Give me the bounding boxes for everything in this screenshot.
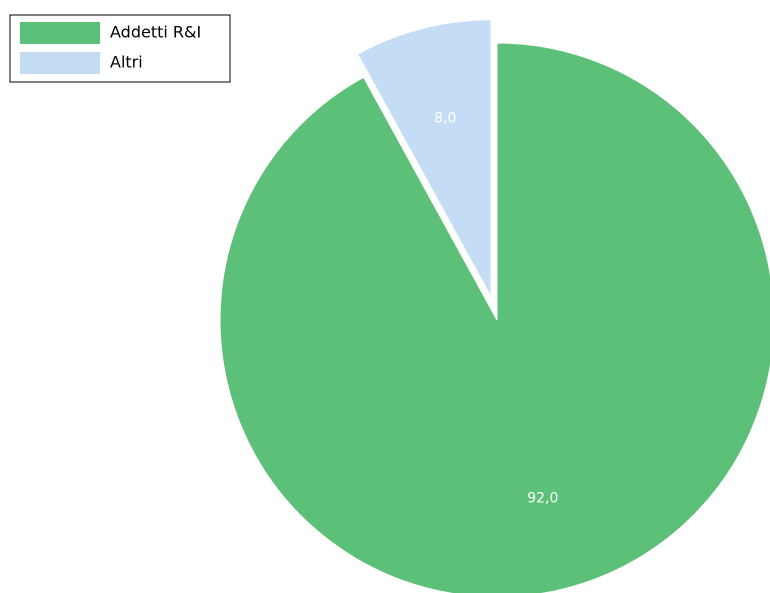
pie-slice bbox=[219, 42, 770, 593]
data-label: 8,0 bbox=[434, 110, 456, 126]
legend: Addetti R&I Altri bbox=[20, 22, 201, 74]
legend-label: Altri bbox=[110, 53, 143, 72]
legend-swatch bbox=[20, 52, 100, 74]
data-label: 92,0 bbox=[527, 490, 558, 506]
pie-slice bbox=[356, 19, 492, 297]
pie: 92,0 8,0 bbox=[219, 19, 770, 593]
legend-swatch bbox=[20, 22, 100, 44]
legend-label: Addetti R&I bbox=[110, 23, 201, 42]
